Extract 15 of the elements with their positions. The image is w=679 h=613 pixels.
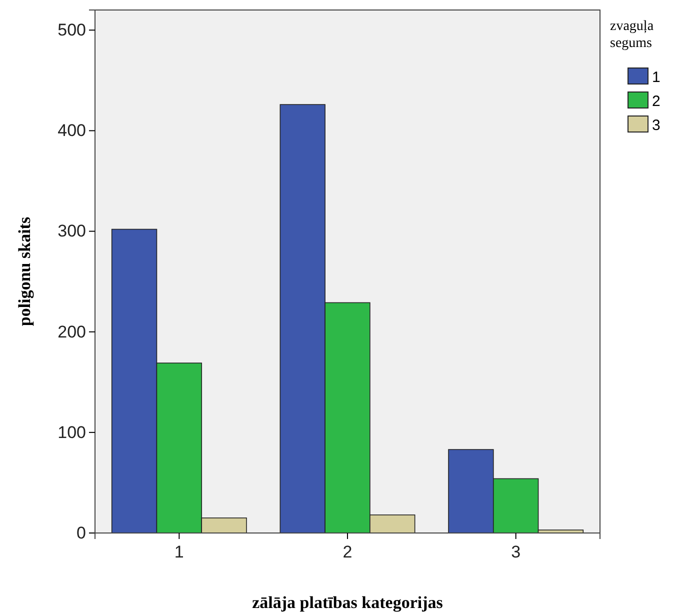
legend-label: 3 [652,117,660,134]
y-tick-label: 200 [58,322,86,342]
legend-title: zvaguļa segums [610,19,654,51]
legend-label: 1 [652,69,660,86]
y-axis-title: poligonu skaits [15,216,34,326]
y-tick-label: 100 [58,422,86,442]
x-tick-label: 2 [342,542,352,562]
x-tick-label: 3 [511,542,521,562]
y-tick-label: 500 [58,20,86,40]
x-tick-label: 1 [174,542,184,562]
y-tick-label: 300 [58,222,86,241]
y-tick-label: 0 [76,523,86,542]
y-tick-label: 400 [58,121,86,140]
x-axis-title: zālāja platības kategorijas [252,593,444,612]
legend-label: 2 [652,93,660,110]
